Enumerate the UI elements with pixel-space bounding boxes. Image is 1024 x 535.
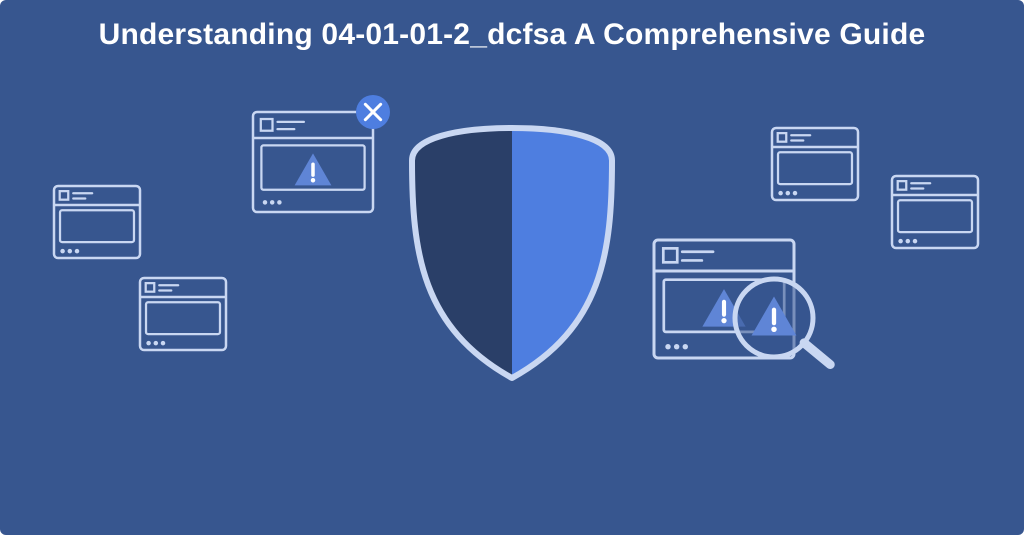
browser-window-icon <box>52 184 142 260</box>
page-title: Understanding 04-01-01-2_dcfsa A Compreh… <box>0 18 1024 52</box>
shield-icon <box>406 122 618 384</box>
browser-window-icon <box>770 126 860 202</box>
browser-window-icon <box>890 174 980 250</box>
browser-window-icon <box>138 276 228 352</box>
close-icon <box>354 93 392 131</box>
infographic-canvas: Understanding 04-01-01-2_dcfsa A Compreh… <box>0 0 1024 535</box>
magnifier-icon <box>728 272 858 402</box>
